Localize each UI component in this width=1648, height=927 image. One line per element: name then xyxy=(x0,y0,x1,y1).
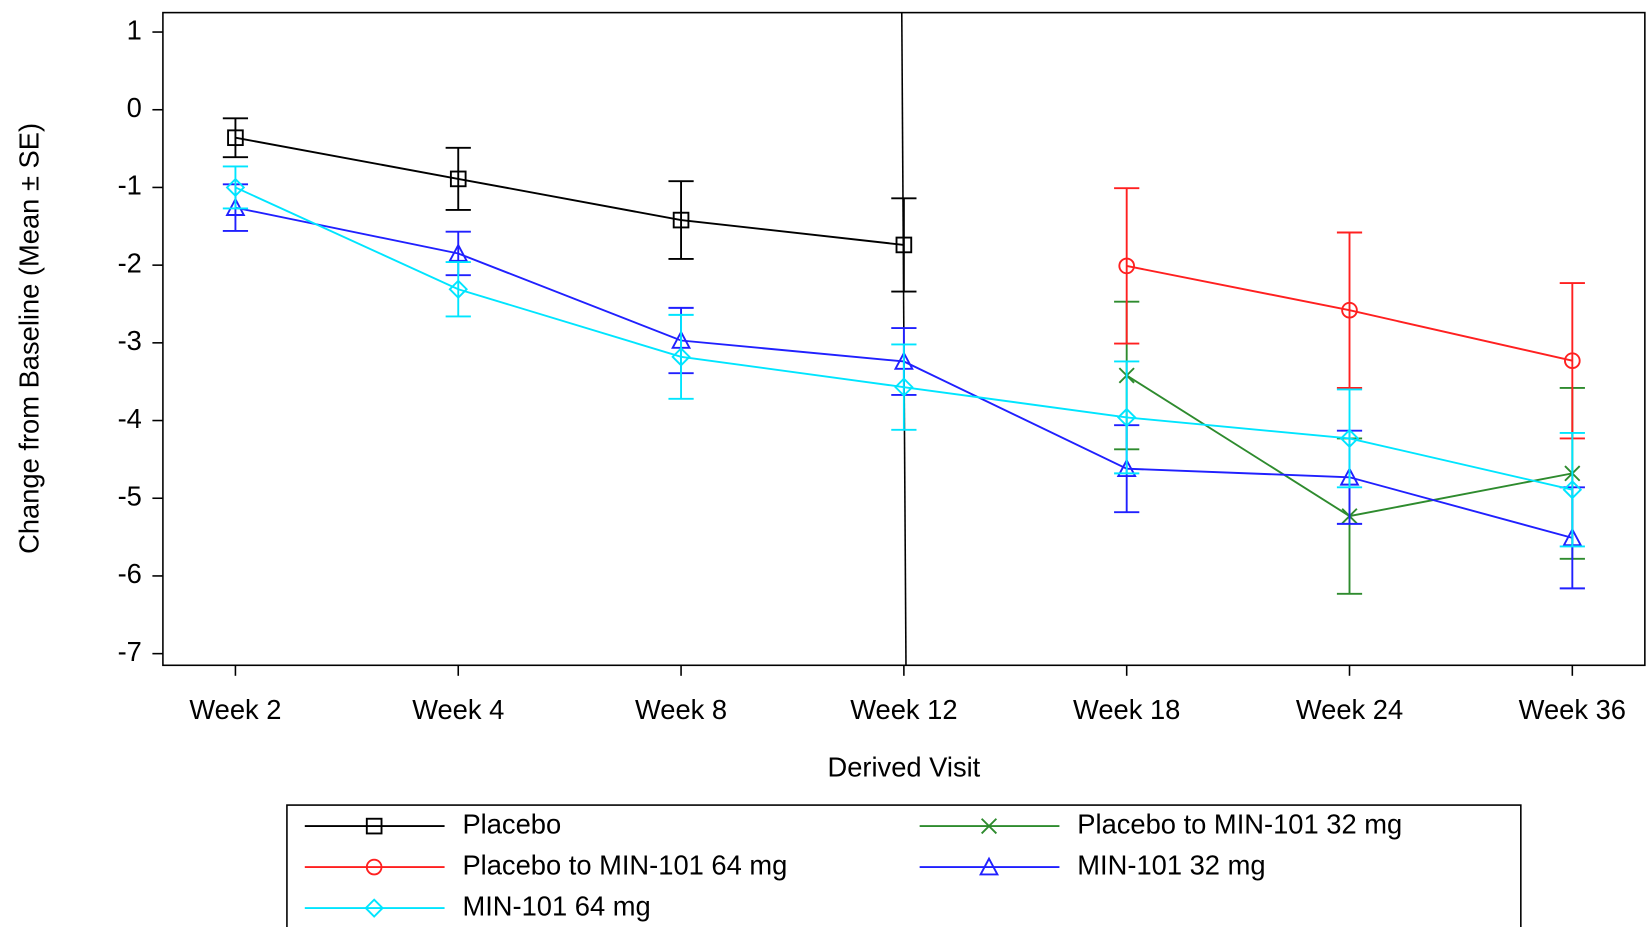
error-bar xyxy=(1336,388,1363,489)
error-bar xyxy=(891,343,917,431)
marker xyxy=(1339,428,1360,449)
marker xyxy=(1564,352,1581,370)
y-tick-label: -6 xyxy=(118,558,142,589)
x-tick-label: Week 36 xyxy=(1519,694,1626,725)
error-bar xyxy=(222,165,249,210)
error-bar xyxy=(222,117,249,159)
series-line xyxy=(235,136,904,246)
error-bar xyxy=(668,180,694,260)
error-bar xyxy=(668,313,694,400)
x-tick-label: Week 18 xyxy=(1073,694,1180,725)
x-tick-label: Week 2 xyxy=(189,694,281,725)
x-axis-title: Derived Visit xyxy=(827,752,980,783)
marker xyxy=(448,279,468,299)
error-bar xyxy=(1559,282,1585,440)
marker xyxy=(980,818,998,835)
error-bar xyxy=(891,197,917,293)
y-tick-label: -7 xyxy=(118,636,142,667)
error-bar xyxy=(1114,360,1140,475)
error-bar xyxy=(445,261,471,318)
marker xyxy=(449,170,467,188)
error-bar xyxy=(1114,187,1140,345)
y-tick-label: -2 xyxy=(118,247,142,278)
y-tick-label: 0 xyxy=(127,92,142,123)
y-axis-title: Change from Baseline (Mean ± SE) xyxy=(14,123,45,554)
marker xyxy=(671,347,691,367)
error-bar xyxy=(1559,432,1585,548)
series xyxy=(222,117,917,293)
marker xyxy=(364,898,384,918)
legend-label: Placebo to MIN-101 64 mg xyxy=(462,849,787,880)
error-bar xyxy=(445,146,471,211)
marker xyxy=(225,197,246,216)
legend-label: Placebo xyxy=(462,808,561,839)
marker xyxy=(365,817,383,835)
marker xyxy=(672,211,690,229)
marker xyxy=(1562,479,1583,500)
series xyxy=(222,165,1585,548)
legend-label: Placebo to MIN-101 32 mg xyxy=(1077,808,1402,839)
x-tick-label: Week 4 xyxy=(412,694,504,725)
marker xyxy=(225,177,246,198)
marker xyxy=(1118,257,1135,275)
series xyxy=(1114,187,1585,440)
marker xyxy=(1116,458,1137,478)
marker xyxy=(1116,407,1137,428)
y-tick-label: -5 xyxy=(118,480,142,511)
x-tick-label: Week 24 xyxy=(1296,694,1403,725)
marker xyxy=(365,858,383,876)
marker xyxy=(895,236,913,254)
marker xyxy=(979,856,999,876)
y-tick-label: -4 xyxy=(118,403,142,434)
y-tick-label: 1 xyxy=(127,14,142,45)
legend-label: MIN-101 32 mg xyxy=(1077,849,1265,880)
marker xyxy=(894,377,914,397)
x-tick-label: Week 12 xyxy=(850,694,957,725)
marker xyxy=(1341,301,1358,319)
legend-label: MIN-101 64 mg xyxy=(462,890,650,921)
legend-frame xyxy=(286,804,1522,927)
legend: Placebo Placebo to MIN-101 32 mg Placebo t… xyxy=(286,804,1522,927)
x-tick-label: Week 8 xyxy=(635,694,727,725)
y-tick-label: -1 xyxy=(118,170,142,201)
marker xyxy=(448,243,469,262)
error-bar xyxy=(1336,231,1363,389)
marker xyxy=(227,129,244,147)
y-tick-label: -3 xyxy=(118,325,142,356)
